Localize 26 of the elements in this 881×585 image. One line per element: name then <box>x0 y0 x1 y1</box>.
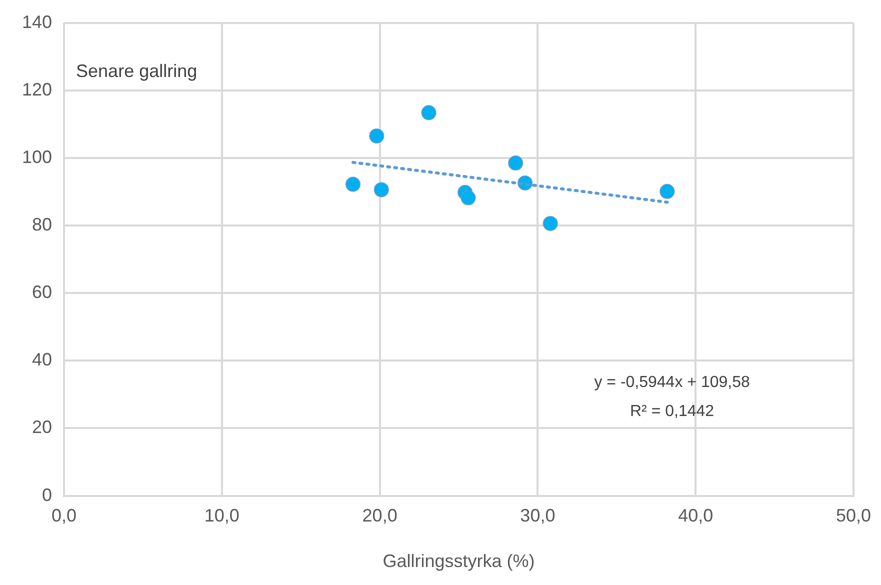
y-tick-label: 100 <box>22 146 52 167</box>
annotation: Senare gallring <box>76 60 198 81</box>
x-tick-label: 10,0 <box>204 506 240 526</box>
x-tick-label: 50,0 <box>836 506 872 526</box>
x-tick-label: 40,0 <box>678 506 714 526</box>
y-tick-label: 60 <box>32 282 52 302</box>
x-axis-title: Gallringsstyrka (%) <box>382 551 535 572</box>
x-tick-label: 0,0 <box>52 506 77 526</box>
y-tick-label: 140 <box>22 12 52 32</box>
point <box>508 156 524 171</box>
point <box>421 105 436 120</box>
y-tick-label: 80 <box>32 214 52 234</box>
point <box>542 216 558 231</box>
x-tick-label: 30,0 <box>520 506 556 526</box>
point <box>369 128 384 144</box>
point <box>660 184 675 199</box>
point <box>460 190 476 206</box>
point <box>374 182 389 198</box>
y-tick-label: 0 <box>42 484 52 505</box>
annotation: R² = 0,1442 <box>630 403 714 420</box>
y-tick-label: 120 <box>22 79 52 100</box>
y-tick-label: 40 <box>32 350 52 370</box>
x-tick-label: 20,0 <box>362 506 398 526</box>
point <box>345 176 360 192</box>
y-tick-label: 20 <box>32 417 52 438</box>
annotation: y = -0,5944x + 109,58 <box>594 374 750 392</box>
